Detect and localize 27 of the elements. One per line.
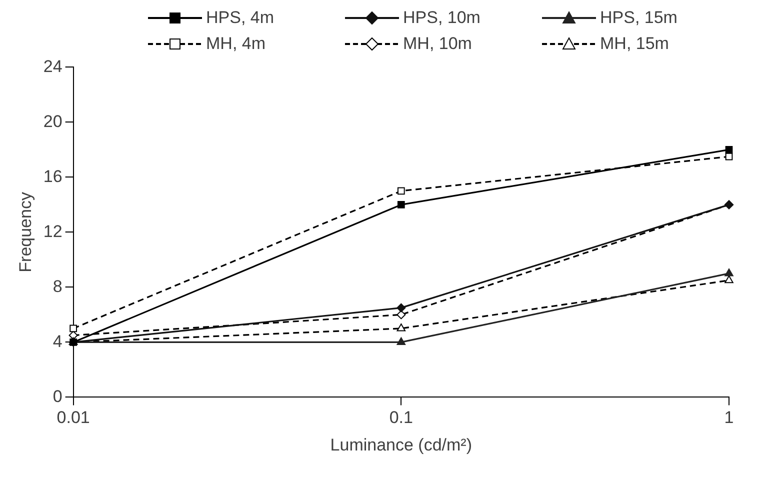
point — [725, 146, 733, 154]
point — [396, 310, 406, 320]
legend-label: HPS, 4m — [206, 8, 274, 28]
y-tick-label: 4 — [52, 332, 62, 351]
legend-label: MH, 15m — [600, 34, 669, 54]
x-tick-label: 0.1 — [389, 408, 413, 428]
x-axis-title: Luminance (cd/m²) — [330, 435, 472, 454]
point — [397, 187, 405, 195]
y-axis-title: Frequency — [16, 192, 35, 272]
legend-label: HPS, 15m — [600, 8, 678, 28]
y-tick-label: 0 — [52, 386, 62, 406]
point — [724, 268, 734, 276]
y-tick-label: 24 — [43, 56, 62, 76]
point — [70, 324, 77, 332]
point — [396, 337, 406, 345]
y-tick-label: 16 — [43, 166, 62, 186]
y-tick-label: 8 — [52, 276, 62, 296]
x-tick-label: 1 — [724, 408, 734, 428]
y-tick-label: 12 — [43, 222, 62, 241]
legend-label: MH, 10m — [403, 34, 472, 54]
x-tick-label: 0.01 — [56, 408, 90, 428]
point — [725, 152, 733, 160]
y-tick-label: 20 — [43, 112, 62, 131]
legend-label: HPS, 10m — [403, 8, 480, 28]
point — [396, 303, 406, 312]
point — [397, 201, 405, 208]
legend-label: MH, 4m — [206, 34, 266, 54]
